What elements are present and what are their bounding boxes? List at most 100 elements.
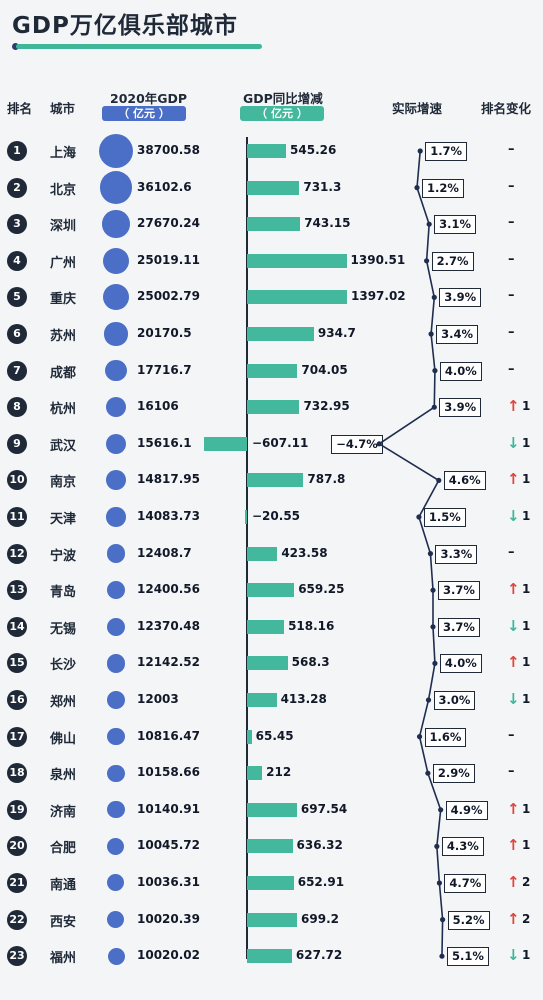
arrow-up-icon: ↑: [507, 799, 520, 818]
rank-change-none: –: [508, 215, 515, 231]
change-value: 545.26: [290, 143, 337, 157]
change-bar: [247, 180, 300, 195]
arrow-up-icon: ↑: [507, 580, 520, 599]
table-row: 19 济南 10140.91 697.54 4.9% ↑ 1: [0, 793, 543, 827]
gdp-bubble: [105, 433, 127, 454]
table-row: 1 上海 38700.58 545.26 1.7% –: [0, 134, 543, 168]
rank-badge: 23: [7, 946, 27, 967]
change-bar: [203, 436, 247, 451]
gdp-bubble: [106, 507, 126, 527]
change-bar: [247, 253, 347, 268]
change-value: 731.3: [303, 179, 342, 194]
change-value: 1390.51: [350, 252, 406, 267]
table-row: 16 郑州 12003 413.28 3.0% ↓ 1: [0, 683, 543, 717]
table-row: 7 成都 17716.7 704.05 4.0% –: [0, 354, 543, 388]
rank-badge: 9: [7, 433, 27, 454]
rank-change-delta: 1: [522, 472, 531, 487]
gdp-bubble: [106, 617, 126, 636]
table-row: 15 长沙 12142.52 568.3 4.0% ↑ 1: [0, 646, 543, 680]
gdp-value: 36102.6: [137, 179, 192, 194]
gdp-bubble: [107, 801, 125, 819]
gdp-bubble: [105, 396, 127, 418]
change-value: 699.2: [301, 911, 340, 926]
change-value: 212: [266, 765, 292, 780]
gdp-value: 10140.91: [137, 801, 201, 816]
gdp-value: 12003: [137, 692, 179, 706]
title-dot: [12, 43, 19, 50]
rank-change-delta: 1: [522, 509, 531, 523]
arrow-up-icon: ↑: [507, 909, 520, 928]
city-name: 北京: [50, 182, 77, 198]
arrow-up-icon: ↑: [507, 836, 520, 855]
gdp-value: 17716.7: [137, 362, 192, 377]
city-name: 广州: [50, 255, 77, 271]
rank-change-none: –: [508, 178, 515, 194]
city-name: 福州: [50, 951, 77, 967]
rank-badge: 2: [7, 177, 27, 198]
header-gdp: 2020年GDP: [110, 91, 188, 106]
header-rank: 排名: [7, 101, 33, 116]
arrow-down-icon: ↓: [507, 690, 520, 708]
table-row: 17 佛山 10816.47 65.45 1.6% –: [0, 720, 543, 754]
rank-badge: 14: [7, 616, 27, 637]
change-bar: [245, 510, 247, 524]
rank-badge: 16: [7, 690, 27, 710]
gdp-bubble: [106, 690, 126, 710]
city-name: 成都: [50, 365, 77, 381]
gdp-bubble: [107, 727, 125, 746]
city-name: 济南: [50, 804, 77, 820]
change-value: 518.16: [288, 618, 335, 633]
change-bar: [247, 949, 292, 964]
gdp-bubble: [107, 764, 125, 782]
city-name: 天津: [50, 512, 77, 527]
arrow-down-icon: ↓: [507, 616, 520, 635]
change-value: 423.58: [281, 545, 328, 560]
table-row: 12 宁波 12408.7 423.58 3.3% –: [0, 537, 543, 571]
header-rank-change: 排名变化: [481, 101, 532, 116]
rank-change-delta: 1: [522, 692, 531, 706]
gdp-value: 10020.39: [137, 911, 201, 926]
rank-badge: 5: [7, 287, 27, 308]
change-value: 1397.02: [351, 289, 406, 304]
rank-change-delta: 1: [522, 655, 531, 670]
gdp-bubble: [99, 134, 133, 168]
gdp-value: 12400.56: [137, 582, 201, 597]
gdp-bubble: [106, 544, 126, 563]
rank-change-delta: 1: [522, 801, 531, 816]
gdp-value: 14083.73: [137, 509, 201, 523]
gdp-value: 15616.1: [137, 435, 192, 450]
change-value: 627.72: [295, 948, 343, 963]
gdp-bubble: [107, 874, 125, 892]
rank-badge: 8: [7, 397, 27, 418]
table-row: 14 无锡 12370.48 518.16 3.7% ↓ 1: [0, 610, 543, 644]
table-row: 22 西安 10020.39 699.2 5.2% ↑ 2: [0, 903, 543, 937]
rank-badge: 6: [7, 324, 27, 344]
growth-label: 4.9%: [445, 800, 488, 820]
rank-change-none: –: [508, 544, 515, 560]
city-name: 杭州: [50, 402, 77, 418]
header-growth: 实际增速: [392, 101, 443, 116]
table-row: 10 南京 14817.95 787.8 4.6% ↑ 1: [0, 463, 543, 497]
chart-title: GDP万亿俱乐部城市: [12, 13, 238, 39]
city-name: 青岛: [50, 585, 77, 601]
table-row: 3 深圳 27670.24 743.15 3.1% –: [0, 207, 543, 241]
rank-badge: 22: [7, 909, 27, 930]
table-row: 21 南通 10036.31 652.91 4.7% ↑ 2: [0, 866, 543, 900]
change-bar: [247, 839, 293, 854]
growth-label: 4.6%: [443, 471, 486, 491]
gdp-value: 10020.02: [137, 948, 201, 963]
change-bar: [247, 656, 288, 671]
growth-label: 4.3%: [441, 837, 484, 857]
rank-badge: 10: [7, 470, 27, 491]
growth-label: 3.7%: [438, 581, 480, 601]
gdp-bubble: [104, 322, 128, 346]
growth-label: 3.9%: [439, 288, 482, 308]
arrow-down-icon: ↓: [507, 433, 520, 452]
rank-change-none: –: [508, 288, 515, 304]
change-value: 787.8: [307, 472, 346, 487]
city-name: 宁波: [50, 548, 77, 564]
city-name: 郑州: [50, 695, 77, 710]
growth-label: 3.9%: [439, 398, 482, 418]
change-value: 743.15: [304, 216, 351, 231]
city-name: 西安: [50, 914, 77, 930]
